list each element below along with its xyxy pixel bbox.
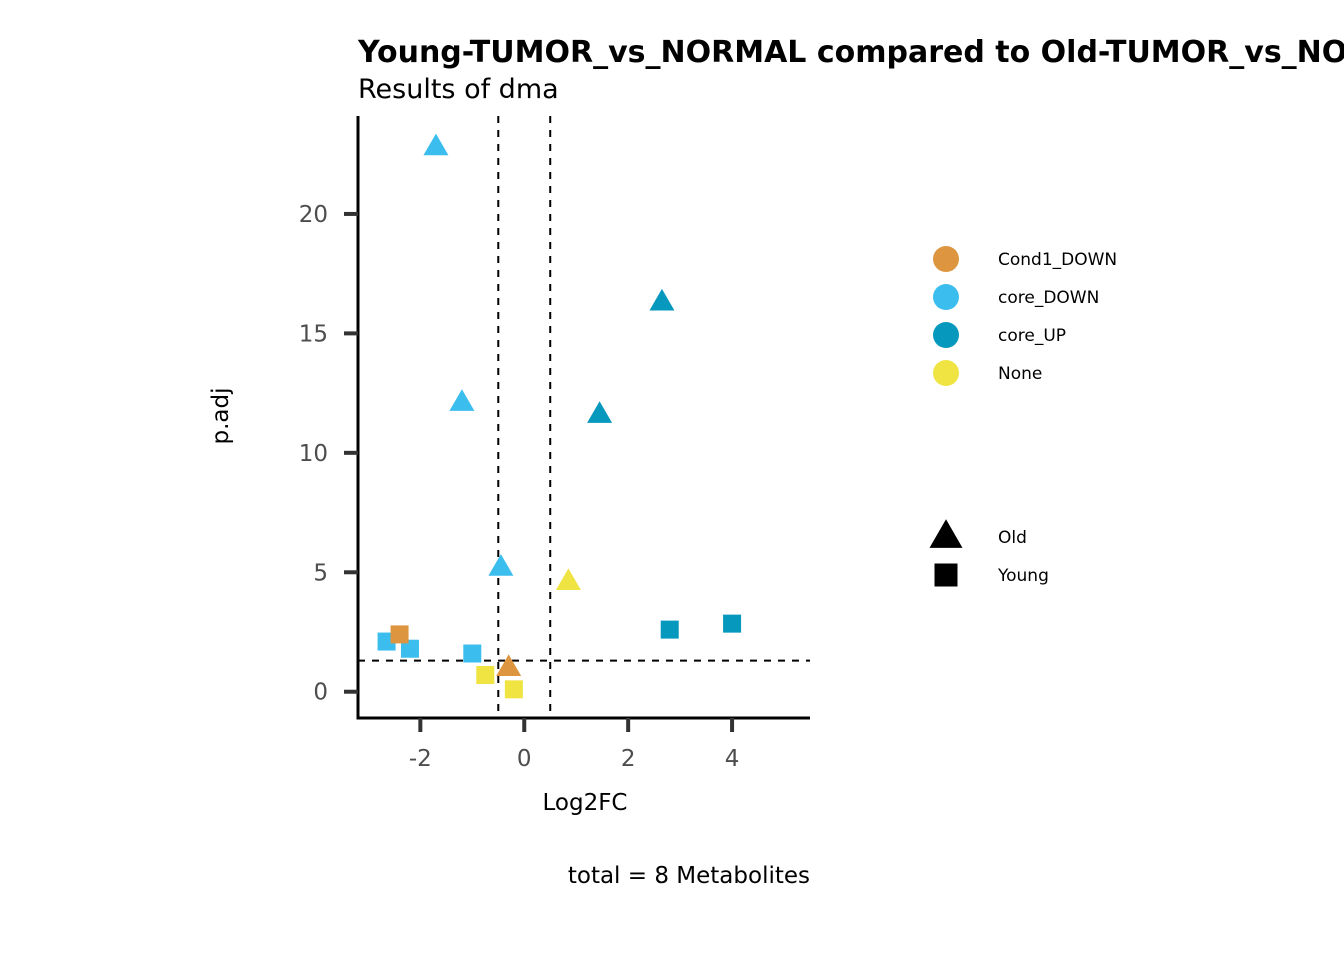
legend-swatch: [933, 246, 959, 272]
x-tick-label: 0: [517, 746, 532, 772]
legend-label: Cond1_DOWN: [998, 250, 1117, 270]
chart-subtitle: Results of dma: [358, 74, 559, 105]
legend-label: core_DOWN: [998, 288, 1099, 308]
data-point-triangle: [423, 133, 449, 156]
data-point-triangle: [587, 401, 613, 423]
legend-square-icon: [934, 563, 958, 587]
legend-triangle-icon: [929, 519, 963, 548]
data-point-square: [400, 639, 419, 658]
x-tick-label: -2: [409, 746, 432, 772]
data-point-square: [504, 680, 523, 699]
data-point-triangle: [649, 288, 675, 311]
legend-label: Young: [997, 566, 1049, 586]
threshold-lines: [358, 116, 810, 718]
data-point-triangle: [488, 554, 514, 576]
data-points: [377, 133, 742, 699]
chart-title: Young-TUMOR_vs_NORMAL compared to Old-TU…: [357, 35, 1344, 70]
color-legend: Cond1_DOWN core_DOWN core_UP None: [933, 246, 1117, 386]
data-point-square: [660, 620, 679, 639]
y-tick-label: 10: [299, 441, 328, 467]
y-axis-title: p.adj: [208, 388, 234, 445]
legend-label: core_UP: [998, 326, 1066, 346]
data-point-square: [476, 666, 495, 684]
x-axis-ticks: -2 0 2 4: [409, 718, 740, 772]
y-tick-label: 5: [313, 560, 328, 586]
legend-swatch: [933, 284, 959, 310]
data-point-square: [390, 625, 409, 644]
axes: [356, 116, 810, 720]
data-point-square: [463, 644, 482, 663]
legend-label: Old: [998, 528, 1027, 548]
chart-caption: total = 8 Metabolites: [568, 863, 810, 889]
legend-label: None: [998, 364, 1042, 384]
y-tick-label: 20: [299, 202, 328, 228]
y-tick-label: 0: [313, 680, 328, 706]
data-point-square: [723, 614, 742, 633]
y-tick-label: 15: [299, 321, 328, 347]
legend-swatch: [933, 360, 959, 386]
legend-swatch: [933, 322, 959, 348]
x-tick-label: 4: [725, 746, 740, 772]
y-axis-ticks: 0 5 10 15 20: [299, 202, 358, 706]
data-point-triangle: [496, 654, 522, 677]
x-axis-title: Log2FC: [542, 790, 627, 816]
shape-legend: Old Young: [929, 519, 1049, 587]
data-point-triangle: [449, 389, 475, 411]
data-point-triangle: [555, 568, 581, 591]
x-tick-label: 2: [621, 746, 636, 772]
